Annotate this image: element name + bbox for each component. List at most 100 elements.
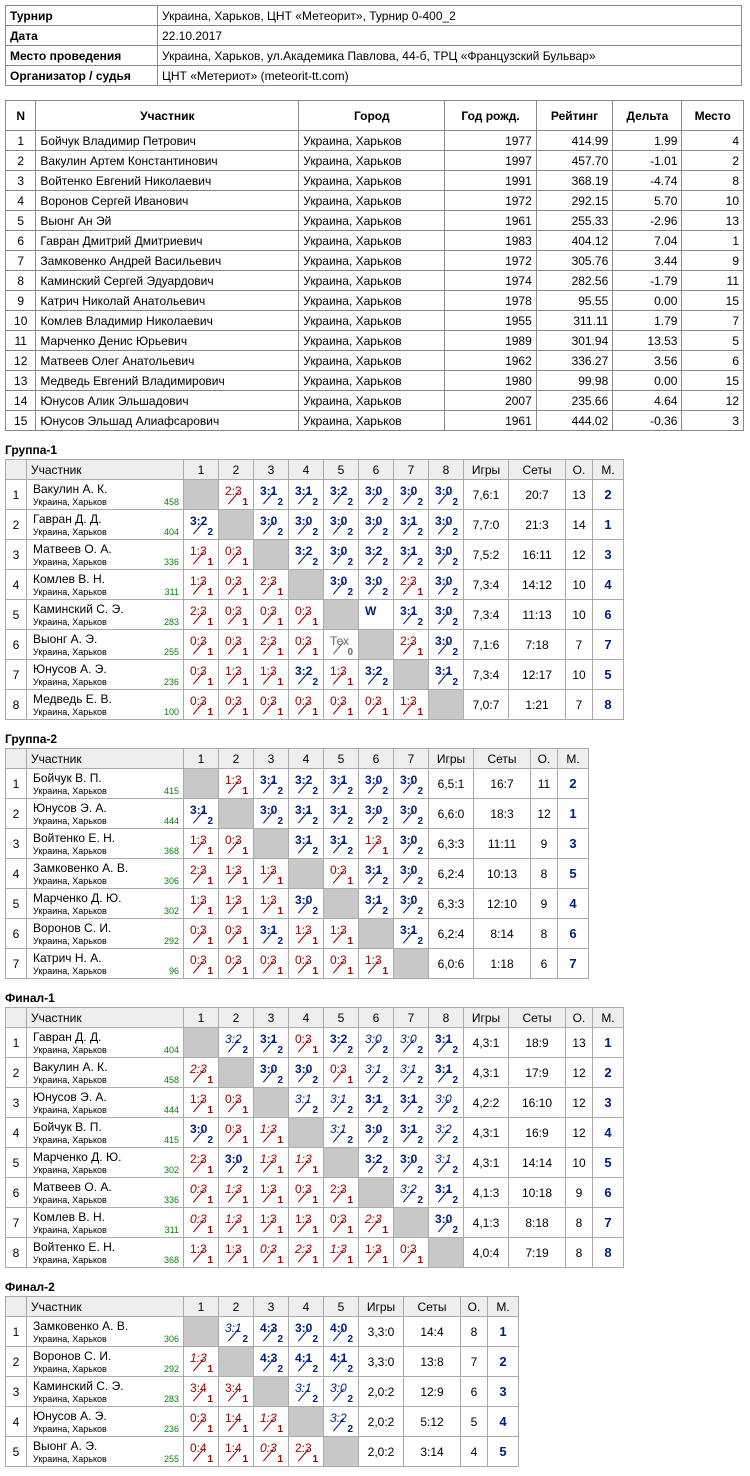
diagonal-cell <box>183 479 219 510</box>
match-result: W <box>358 599 394 630</box>
match-points: 1 <box>382 1225 388 1236</box>
diagonal-cell <box>393 948 429 979</box>
player-rating: 368 <box>163 846 179 856</box>
score: 3:0 <box>400 833 418 847</box>
diagonal-cell <box>393 659 429 690</box>
match-points: 2 <box>277 497 283 508</box>
match-points: 1 <box>277 617 283 628</box>
participant-cell: 3 <box>681 410 744 431</box>
column-header: Участник <box>26 1007 184 1028</box>
score: 3:2 <box>330 1032 348 1046</box>
match-result: 3:2 2 <box>288 659 324 690</box>
score: 3:0 <box>365 514 383 528</box>
match-result: 0:3 1 <box>218 599 254 630</box>
player-city: Украина, Харьков <box>33 1454 107 1464</box>
match-points: 1 <box>207 587 213 598</box>
match-result: 3:1 2 <box>428 1027 464 1058</box>
score: 3:0 <box>330 514 348 528</box>
player-name: Юнусов Э. А. <box>33 1090 107 1104</box>
games: 7,7:0 <box>463 509 509 540</box>
sets: 18:3 <box>473 798 531 829</box>
participant-cell: Медведь Евгений Владимирович <box>35 370 300 391</box>
participant-cell: Украина, Харьков <box>298 370 446 391</box>
player-city: Украина, Харьков <box>33 936 107 946</box>
match-result: 3:0 2 <box>288 509 324 540</box>
score: 3:0 <box>295 893 313 907</box>
match-points: 2 <box>382 1045 388 1056</box>
match-result: 3:0 2 <box>358 768 394 799</box>
match-result: 0:3 1 <box>253 1237 289 1268</box>
match-result: 3:0 2 <box>358 1117 394 1148</box>
match-result: 1:3 1 <box>218 768 254 799</box>
participant-cell: 1 <box>681 230 744 251</box>
match-result: 2:3 1 <box>393 629 429 660</box>
score: 0:3 <box>190 634 207 648</box>
match-points: 1 <box>207 1394 213 1405</box>
player-row: 3 Матвеев О. А. Украина, Харьков 336 1:3 1 0:3… <box>5 539 624 570</box>
diagonal-cell <box>323 888 359 919</box>
match-points: 2 <box>242 1165 248 1176</box>
place: 3 <box>557 828 589 859</box>
score: 3:1 <box>330 1092 347 1106</box>
diagonal-cell <box>428 689 464 720</box>
participant-cell: 5 <box>681 330 744 351</box>
player-city: Украина, Харьков <box>33 1105 107 1115</box>
place: 2 <box>592 1057 624 1088</box>
player: Вакулин А. К. Украина, Харьков 458 <box>26 479 184 510</box>
participant-cell: Выонг Ан Эй <box>35 210 300 231</box>
player-rating: 404 <box>163 527 179 537</box>
column-header: Игры <box>358 1296 404 1317</box>
column-header: 1 <box>183 1007 219 1028</box>
player: Воронов С. И. Украина, Харьков 292 <box>26 1346 184 1377</box>
match-result: 3:1 2 <box>358 1087 394 1118</box>
points: 10 <box>565 659 593 690</box>
match-points: 2 <box>452 617 458 628</box>
row-number: 5 <box>5 1436 27 1467</box>
match-points: 2 <box>452 1135 458 1146</box>
player-row: 1 Бойчук В. П. Украина, Харьков 415 1:3 1 3:1 2… <box>5 768 589 799</box>
score: 1:3 <box>330 664 347 678</box>
match-points: 2 <box>312 846 318 857</box>
score: 3:1 <box>225 1321 242 1335</box>
match-points: 1 <box>277 1424 283 1435</box>
match-points: 2 <box>347 846 353 857</box>
match-result: 1:3 1 <box>218 1207 254 1238</box>
match-points: 2 <box>382 786 388 797</box>
score: 0:3 <box>295 1182 312 1196</box>
participant-cell: 4 <box>4 190 37 211</box>
participant-cell: 1972 <box>444 190 537 211</box>
match-result: 1:3 1 <box>323 918 359 949</box>
row-number: 3 <box>5 1376 27 1407</box>
score: 3:1 <box>260 773 278 787</box>
match-result: 3:0 2 <box>288 888 324 919</box>
match-points: 1 <box>242 647 248 658</box>
score: 0:3 <box>330 1062 347 1076</box>
info-row: Турнир Украина, Харьков, ЦНТ «Метеорит», … <box>5 5 742 26</box>
match-points: 2 <box>417 906 423 917</box>
match-points: 1 <box>417 1255 423 1266</box>
score: 1:4 <box>225 1441 242 1455</box>
score: 2:3 <box>190 1062 207 1076</box>
match-result: 0:3 1 <box>323 948 359 979</box>
column-header: Сеты <box>473 748 531 769</box>
column-header: Сеты <box>508 1007 566 1028</box>
player-rating: 283 <box>163 617 179 627</box>
match-result: 3:0 2 <box>428 599 464 630</box>
match-points: 2 <box>452 1165 458 1176</box>
player-rating: 236 <box>163 1424 179 1434</box>
score: 3:1 <box>435 1152 452 1166</box>
info-label: Турнир <box>5 5 158 26</box>
points: 13 <box>565 1027 593 1058</box>
games: 4,3:1 <box>463 1057 509 1088</box>
row-number: 1 <box>5 768 27 799</box>
player-row: 4 Юнусов А. Э. Украина, Харьков 236 0:3 1 1:4 1… <box>5 1406 519 1437</box>
column-header: 2 <box>218 1007 254 1028</box>
player-row: 1 Гавран Д. Д. Украина, Харьков 404 3:2 2 3:1 2… <box>5 1027 624 1058</box>
player: Катрич Н. А. Украина, Харьков 96 <box>26 948 184 979</box>
score: 1:3 <box>190 893 207 907</box>
place: 5 <box>592 659 624 690</box>
match-points: 2 <box>382 497 388 508</box>
participant-cell: 404.12 <box>535 230 614 251</box>
player-rating: 255 <box>163 1454 179 1464</box>
match-points: 2 <box>277 1075 283 1086</box>
